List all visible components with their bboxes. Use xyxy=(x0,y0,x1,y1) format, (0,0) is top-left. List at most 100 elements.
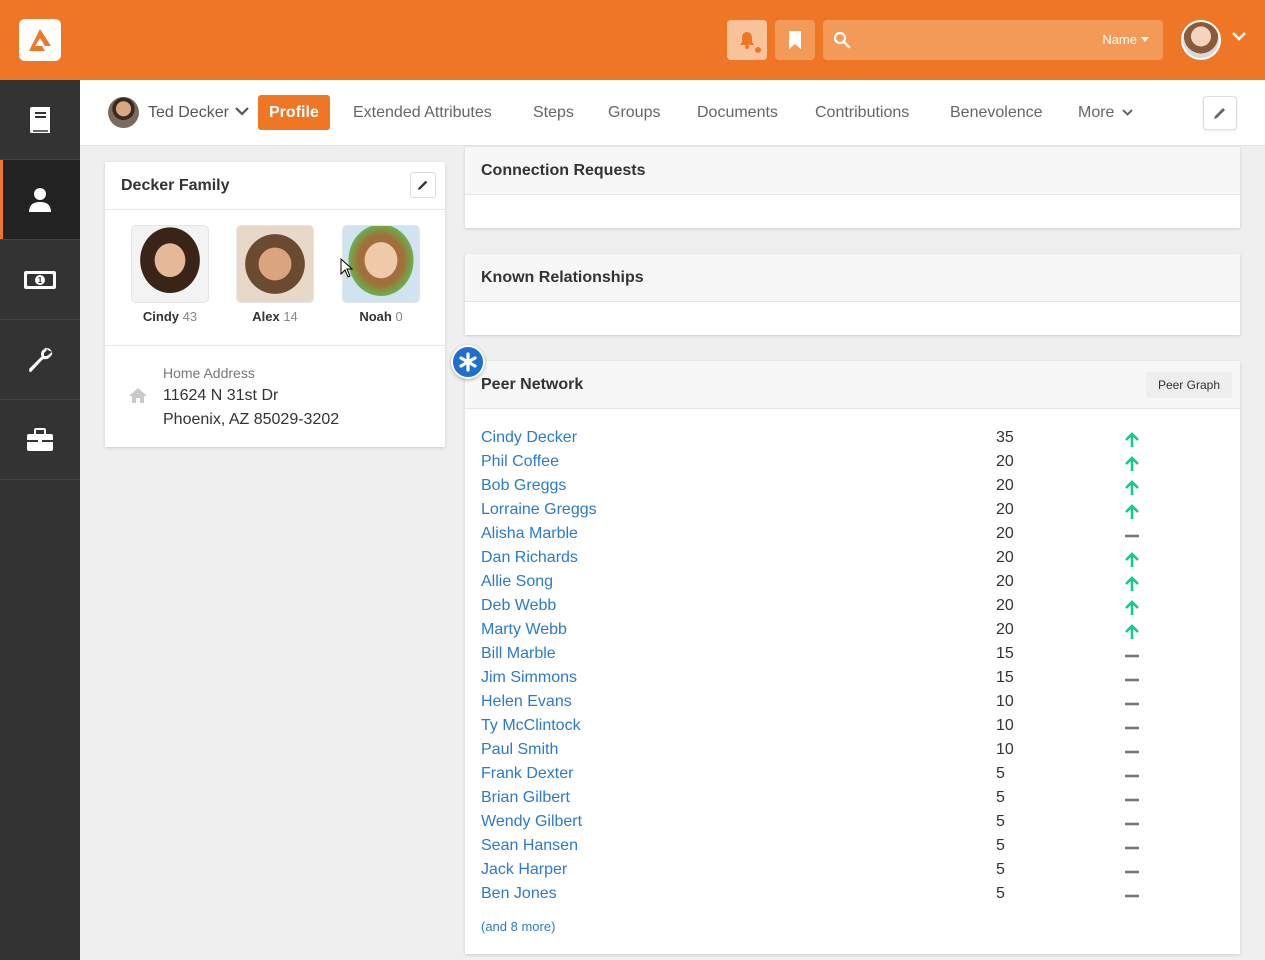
peer-name-link[interactable]: Dan Richards xyxy=(481,549,578,566)
minus-icon xyxy=(1125,750,1139,754)
sidebar-item-finance[interactable]: 1 xyxy=(0,240,80,320)
tab-extended-attributes[interactable]: Extended Attributes xyxy=(353,95,492,130)
arrow-up-icon xyxy=(1125,456,1139,471)
peer-name-link[interactable]: Helen Evans xyxy=(481,693,572,710)
chevron-down-icon[interactable] xyxy=(235,107,249,116)
peer-name-link[interactable]: Paul Smith xyxy=(481,741,559,758)
peer-row: Jack Harper 5 xyxy=(481,861,1221,885)
peer-name-link[interactable]: Wendy Gilbert xyxy=(481,813,583,830)
peer-name-link[interactable]: Ben Jones xyxy=(481,885,557,902)
sidebar: 1 xyxy=(0,80,80,960)
more-link[interactable]: (and 8 more) xyxy=(481,919,556,934)
panel-header: Peer Network Peer Graph xyxy=(465,361,1240,409)
peer-name-link[interactable]: Sean Hansen xyxy=(481,837,578,854)
arrow-up-icon xyxy=(1125,624,1139,639)
peer-name-link[interactable]: Frank Dexter xyxy=(481,765,574,782)
wrench-icon xyxy=(29,347,53,372)
tab-profile[interactable]: Profile xyxy=(258,95,330,130)
asterisk-badge-icon[interactable] xyxy=(451,345,485,379)
tab-label: Extended Attributes xyxy=(353,103,492,121)
peer-name-link[interactable]: Ty McClintock xyxy=(481,717,581,734)
family-member[interactable]: Cindy 43 xyxy=(130,225,210,324)
peer-row: Bill Marble 15 xyxy=(481,645,1221,669)
tab-more[interactable]: More xyxy=(1078,95,1134,130)
tab-label: Profile xyxy=(269,103,319,121)
peer-name-link[interactable]: Alisha Marble xyxy=(481,525,578,542)
person-avatar[interactable] xyxy=(108,97,139,128)
known-relationships-panel: Known Relationships xyxy=(465,254,1240,335)
sidebar-item-tools[interactable] xyxy=(0,320,80,400)
peer-score: 10 xyxy=(996,741,1014,758)
peer-score: 20 xyxy=(996,453,1014,470)
sidebar-item-book[interactable] xyxy=(0,80,80,160)
peer-score: 5 xyxy=(996,765,1005,782)
peer-row: Allie Song 20 xyxy=(481,573,1221,597)
peer-name-link[interactable]: Allie Song xyxy=(481,573,554,590)
family-member[interactable]: Noah 0 xyxy=(341,225,421,324)
caret-down-icon xyxy=(1141,37,1149,42)
peer-graph-button[interactable]: Peer Graph xyxy=(1145,372,1232,398)
peer-name-link[interactable]: Jack Harper xyxy=(481,861,568,878)
bookmarks-button[interactable] xyxy=(775,20,815,60)
peer-name-link[interactable]: Jim Simmons xyxy=(481,669,578,686)
svg-text:1: 1 xyxy=(38,276,43,285)
peer-name-link[interactable]: Cindy Decker xyxy=(481,429,578,446)
search-type-dropdown[interactable]: Name xyxy=(1102,32,1149,47)
member-name: Cindy xyxy=(142,309,180,324)
peer-row: Dan Richards 20 xyxy=(481,549,1221,573)
tab-contributions[interactable]: Contributions xyxy=(815,95,909,130)
peer-score: 15 xyxy=(996,645,1014,662)
peer-name-link[interactable]: Phil Coffee xyxy=(481,453,559,470)
peer-name-link[interactable]: Deb Webb xyxy=(481,597,557,614)
chevron-down-icon[interactable] xyxy=(1232,32,1246,41)
minus-icon xyxy=(1125,726,1139,730)
tab-steps[interactable]: Steps xyxy=(533,95,574,130)
member-name: Alex xyxy=(252,309,280,324)
user-avatar[interactable] xyxy=(1181,20,1221,60)
divider xyxy=(105,345,445,346)
edit-person-button[interactable] xyxy=(1203,96,1237,130)
minus-icon xyxy=(1125,822,1139,826)
family-panel: Decker Family Cindy 43 Alex 14 Noah 0 Ho… xyxy=(105,162,445,447)
peer-row: Alisha Marble 20 xyxy=(481,525,1221,549)
search-input[interactable] xyxy=(857,25,1077,55)
family-panel-header: Decker Family xyxy=(105,162,445,210)
person-name[interactable]: Ted Decker xyxy=(148,104,229,121)
edit-family-button[interactable] xyxy=(410,172,436,198)
family-member[interactable]: Alex 14 xyxy=(235,225,315,324)
minus-icon xyxy=(1125,678,1139,682)
tab-label: Contributions xyxy=(815,103,910,121)
peer-row: Helen Evans 10 xyxy=(481,693,1221,717)
address-line-1: 11624 N 31st Dr xyxy=(163,387,279,404)
tab-documents[interactable]: Documents xyxy=(697,95,778,130)
member-name: Noah xyxy=(359,309,392,324)
peer-row: Frank Dexter 5 xyxy=(481,765,1221,789)
member-photo[interactable] xyxy=(131,225,209,303)
money-icon: 1 xyxy=(24,270,56,289)
tab-label: Steps xyxy=(533,103,574,121)
tab-label: Benevolence xyxy=(950,103,1043,121)
connection-requests-panel: Connection Requests xyxy=(465,147,1240,228)
peer-row: Ben Jones 5 xyxy=(481,885,1221,909)
sidebar-item-admin[interactable] xyxy=(0,400,80,480)
panel-header: Known Relationships xyxy=(465,254,1240,302)
peer-name-link[interactable]: Marty Webb xyxy=(481,621,567,638)
peer-score: 15 xyxy=(996,669,1014,686)
peer-name-link[interactable]: Bob Greggs xyxy=(481,477,567,494)
rock-logo-icon[interactable] xyxy=(19,19,61,61)
tab-groups[interactable]: Groups xyxy=(608,95,660,130)
briefcase-icon xyxy=(27,427,53,451)
search-type-label: Name xyxy=(1102,32,1137,47)
sidebar-item-people[interactable] xyxy=(0,160,80,240)
peer-score: 5 xyxy=(996,861,1005,878)
tab-benevolence[interactable]: Benevolence xyxy=(950,95,1043,130)
peer-name-link[interactable]: Lorraine Greggs xyxy=(481,501,597,518)
peer-name-link[interactable]: Bill Marble xyxy=(481,645,556,662)
peer-network-panel: Peer Network Peer Graph Cindy Decker 35 Ph… xyxy=(465,361,1240,954)
member-photo[interactable] xyxy=(236,225,314,303)
arrow-up-icon xyxy=(1125,504,1139,519)
pencil-icon xyxy=(417,180,428,191)
search-box: Name xyxy=(823,20,1163,60)
peer-name-link[interactable]: Brian Gilbert xyxy=(481,789,570,806)
notifications-button[interactable] xyxy=(727,20,767,60)
